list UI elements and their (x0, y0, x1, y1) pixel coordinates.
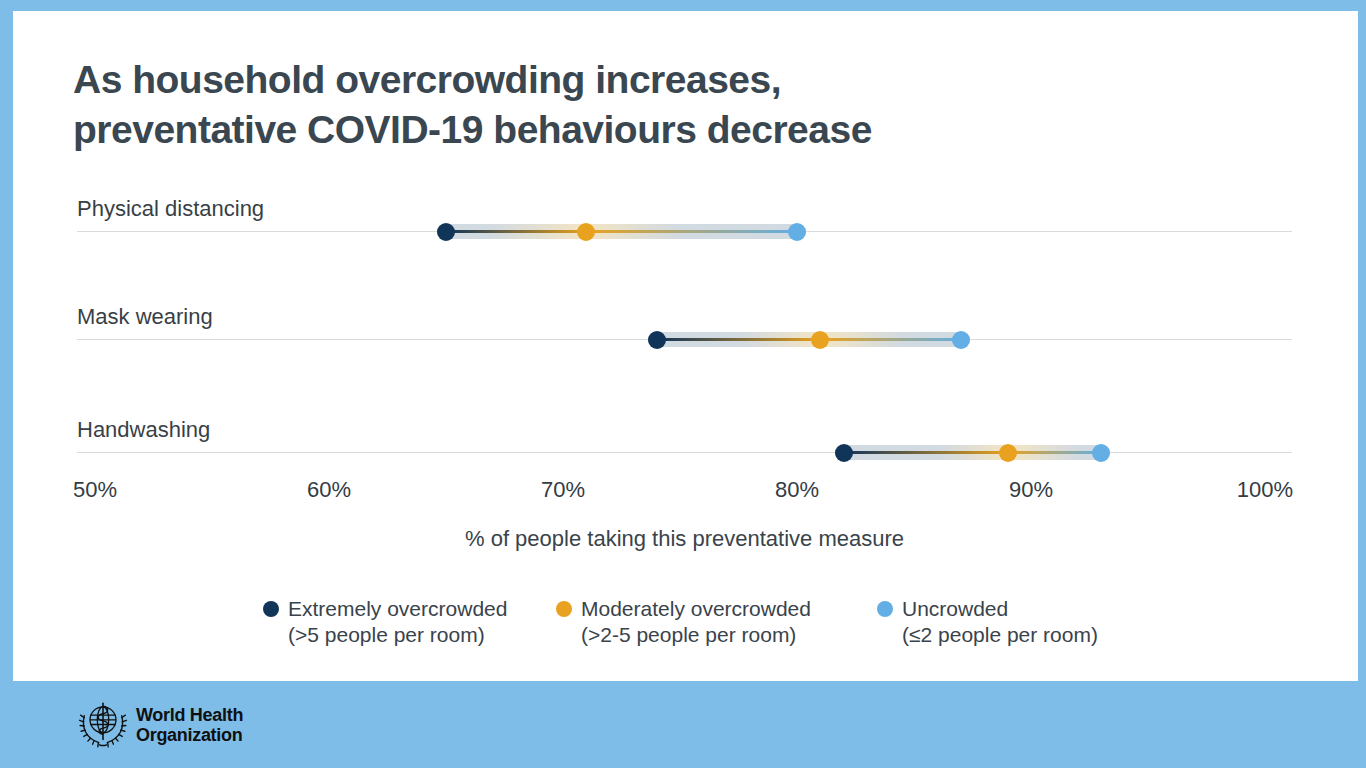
category-label: Physical distancing (77, 196, 264, 222)
x-axis-tick-label: 90% (1009, 477, 1053, 503)
x-axis-tick-label: 50% (73, 477, 117, 503)
legend-item-extremely-overcrowded: Extremely overcrowded (>5 people per room… (263, 596, 507, 648)
legend-label-line1: Extremely overcrowded (288, 597, 507, 620)
plot-area: Physical distancing Mask wearing Handwas… (13, 11, 1358, 681)
chart-card: As household overcrowding increases,prev… (13, 11, 1358, 681)
legend-dot-moderately-overcrowded (556, 601, 572, 617)
data-point-dot (835, 444, 853, 462)
data-point-dot (648, 331, 666, 349)
x-axis-tick-label: 70% (541, 477, 585, 503)
legend-item-uncrowded: Uncrowded (≤2 people per room) (877, 596, 1098, 648)
legend: Extremely overcrowded (>5 people per room… (13, 596, 1358, 656)
dumbbell-line (657, 338, 961, 341)
legend-label-line2: (>5 people per room) (288, 623, 485, 646)
legend-item-moderately-overcrowded: Moderately overcrowded (>2-5 people per r… (556, 596, 811, 648)
x-axis-tick-label: 100% (1237, 477, 1293, 503)
x-axis-label: % of people taking this preventative mea… (77, 526, 1292, 552)
x-axis-tick-label: 60% (307, 477, 351, 503)
legend-label-line1: Moderately overcrowded (581, 597, 811, 620)
legend-label: Moderately overcrowded (>2-5 people per r… (581, 596, 811, 648)
data-point-dot (952, 331, 970, 349)
legend-label-line1: Uncrowded (902, 597, 1008, 620)
legend-dot-uncrowded (877, 601, 893, 617)
x-axis-tick-label: 80% (775, 477, 819, 503)
legend-label: Uncrowded (≤2 people per room) (902, 596, 1098, 648)
who-wordmark: World HealthOrganization (136, 705, 243, 745)
legend-label: Extremely overcrowded (>5 people per room… (288, 596, 507, 648)
dumbbell-line (844, 451, 1101, 454)
footer-band: World HealthOrganization (0, 681, 1366, 768)
who-wordmark-line2: Organization (136, 725, 242, 745)
data-point-dot (1092, 444, 1110, 462)
who-logo: World HealthOrganization (77, 699, 243, 751)
dumbbell-line (446, 230, 797, 233)
data-point-dot (999, 444, 1017, 462)
category-label: Mask wearing (77, 304, 213, 330)
who-emblem-icon (77, 699, 129, 751)
data-point-dot (788, 223, 806, 241)
legend-label-line2: (>2-5 people per room) (581, 623, 796, 646)
legend-label-line2: (≤2 people per room) (902, 623, 1098, 646)
who-wordmark-line1: World Health (136, 705, 243, 725)
data-point-dot (437, 223, 455, 241)
category-label: Handwashing (77, 417, 210, 443)
x-axis-ticks: 50% 60% 70% 80% 90% 100% (13, 477, 1358, 503)
legend-dot-extremely-overcrowded (263, 601, 279, 617)
